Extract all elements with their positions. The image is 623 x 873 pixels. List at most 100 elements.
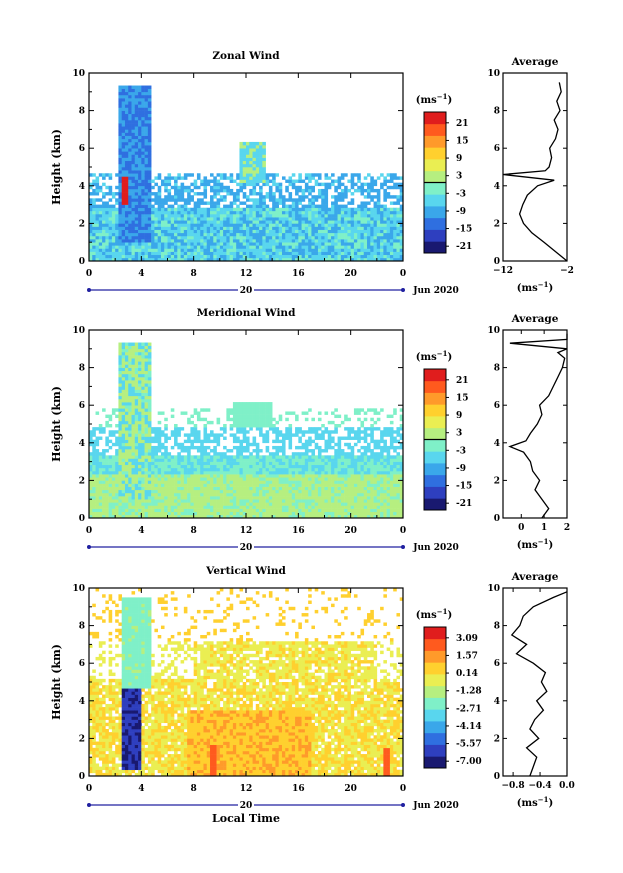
heatmap-cell <box>164 483 168 487</box>
heatmap-cell <box>108 480 113 484</box>
heatmap-cell <box>229 508 234 513</box>
heatmap-cell <box>124 141 129 146</box>
heatmap-cell <box>121 129 126 133</box>
heatmap-cell <box>134 477 139 481</box>
heatmap-cell <box>177 254 181 259</box>
heatmap-cell <box>373 201 378 205</box>
heatmap-cell <box>102 217 106 221</box>
heatmap-cell <box>265 179 270 183</box>
heatmap-cell <box>334 217 338 221</box>
heatmap-cell <box>367 182 371 187</box>
heatmap-cell <box>210 514 214 519</box>
heatmap-cell <box>170 210 175 215</box>
heatmap-cell <box>246 173 250 177</box>
heatmap-cell <box>259 141 263 146</box>
heatmap-cell <box>164 248 168 252</box>
heatmap-cell <box>236 204 240 209</box>
heatmap-cell <box>275 173 280 177</box>
heatmap-cell <box>246 141 250 146</box>
heatmap-cell <box>196 492 201 497</box>
heatmap-cell <box>295 204 299 209</box>
heatmap-cell <box>138 192 142 196</box>
heatmap-cell <box>396 176 401 180</box>
heatmap-cell <box>170 505 175 509</box>
heatmap-cell <box>367 173 371 177</box>
heatmap-cell <box>134 392 139 397</box>
heatmap-cell <box>353 226 358 230</box>
heatmap-cell <box>242 502 247 506</box>
heatmap-cell <box>89 207 93 212</box>
heatmap-cell <box>327 176 332 180</box>
heatmap-cell <box>118 467 123 472</box>
heatmap-cell <box>102 257 106 262</box>
heatmap-cell <box>174 214 178 218</box>
heatmap-cell <box>288 499 293 503</box>
heatmap-cell <box>393 254 397 259</box>
heatmap-cell <box>265 471 270 475</box>
heatmap-cell <box>203 239 208 243</box>
heatmap-cell <box>308 229 312 234</box>
heatmap-cell <box>327 254 332 259</box>
heatmap-cell <box>229 496 234 500</box>
heatmap-cell <box>138 138 142 143</box>
heatmap-cell <box>278 496 283 500</box>
heatmap-cell <box>291 257 296 262</box>
heatmap-cell <box>259 430 263 434</box>
heatmap-cell <box>128 355 132 359</box>
heatmap-cell <box>295 461 299 466</box>
heatmap-cell <box>141 198 145 202</box>
heatmap-cell <box>210 486 214 491</box>
heatmap-cell <box>174 239 178 243</box>
heatmap-cell <box>386 195 391 199</box>
heatmap-cell <box>203 179 208 183</box>
heatmap-cell <box>187 496 191 500</box>
heatmap-cell <box>167 257 172 262</box>
heatmap-cell <box>259 480 263 484</box>
heatmap-cell <box>147 226 152 230</box>
heatmap-cell <box>183 245 188 249</box>
heatmap-cell <box>124 496 129 500</box>
heatmap-cell <box>219 461 224 466</box>
heatmap-cell <box>118 135 123 140</box>
heatmap-cell <box>350 207 355 212</box>
heatmap-cell <box>160 458 165 462</box>
heatmap-cell <box>144 361 149 365</box>
heatmap-cell <box>278 480 283 484</box>
heatmap-cell <box>239 414 244 419</box>
heatmap-cell <box>141 123 145 127</box>
heatmap-cell <box>128 342 132 346</box>
heatmap-cell <box>121 94 126 99</box>
heatmap-cell <box>121 126 126 130</box>
heatmap-cell <box>353 182 358 187</box>
heatmap-cell <box>242 492 247 497</box>
heatmap-cell <box>196 467 201 472</box>
heatmap-cell <box>154 496 158 500</box>
heatmap-cell <box>226 511 230 516</box>
heatmap-cell <box>124 395 129 400</box>
profile-line <box>502 82 568 262</box>
heatmap-cell <box>115 483 119 487</box>
heatmap-cell <box>350 223 355 227</box>
heatmap-cell <box>226 499 230 503</box>
heatmap-cell <box>324 239 329 243</box>
heatmap-cell <box>167 254 172 259</box>
heatmap-cell <box>193 226 198 230</box>
heatmap-cell <box>138 167 142 171</box>
heatmap-cell <box>288 477 293 481</box>
heatmap-cell <box>138 373 142 378</box>
heatmap-cell <box>281 229 286 234</box>
heatmap-cell <box>141 471 145 475</box>
heatmap-cell <box>373 220 378 224</box>
heatmap-cell <box>95 455 100 459</box>
heatmap-cell <box>317 232 322 237</box>
heatmap-cell <box>236 492 240 497</box>
heatmap-cell <box>193 483 198 487</box>
heatmap-cell <box>304 254 309 259</box>
heatmap-cell <box>291 214 296 218</box>
heatmap-cell <box>223 207 227 212</box>
heatmap-cell <box>259 214 263 218</box>
heatmap-cell <box>128 104 132 108</box>
heatmap-cell <box>180 185 185 190</box>
heatmap-cell <box>239 248 244 252</box>
heatmap-cell <box>174 458 178 462</box>
